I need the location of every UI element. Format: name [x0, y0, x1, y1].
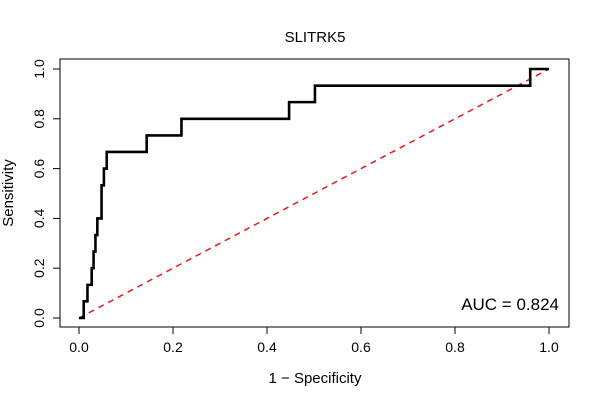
- y-tick-label: 0.0: [31, 308, 47, 328]
- auc-annotation: AUC = 0.824: [461, 295, 559, 314]
- x-tick-label: 1.0: [539, 339, 559, 355]
- x-tick-label: 0.6: [351, 339, 371, 355]
- y-tick-label: 1.0: [31, 59, 47, 79]
- x-axis-label: 1 − Specificity: [269, 370, 362, 387]
- y-tick-label: 0.8: [31, 109, 47, 129]
- series-layer: [78, 67, 550, 320]
- y-tick-label: 0.6: [31, 159, 47, 179]
- y-tick-label: 0.2: [31, 258, 47, 278]
- y-axis-label: Sensitivity: [0, 159, 17, 227]
- chart-title: SLITRK5: [285, 29, 346, 46]
- reference-diagonal-line: [78, 68, 550, 319]
- x-tick-label: 0.0: [69, 339, 89, 355]
- x-tick-label: 0.4: [257, 339, 277, 355]
- x-tick-label: 0.8: [445, 339, 465, 355]
- x-tick-label: 0.2: [163, 339, 183, 355]
- y-axis: 0.0 0.2 0.4 0.6 0.8 1.0: [31, 59, 61, 328]
- roc-curve-line: [79, 67, 549, 320]
- y-tick-label: 0.4: [31, 208, 47, 228]
- x-axis: 0.0 0.2 0.4 0.6 0.8 1.0: [69, 326, 559, 355]
